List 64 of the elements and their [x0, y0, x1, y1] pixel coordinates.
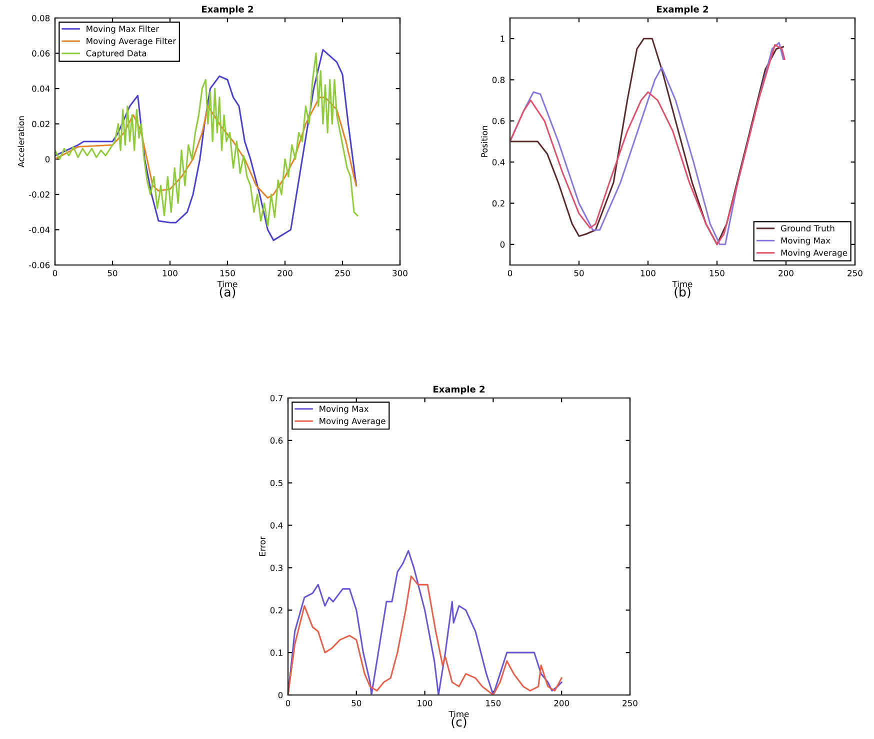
text: (a) [220, 286, 236, 298]
legend-label: Moving Average [781, 249, 848, 258]
line-series [288, 575, 562, 695]
x-tick-label: 100 [640, 270, 656, 276]
x-axis-title: Time [217, 280, 238, 288]
y-tick-label: 0.06 [32, 50, 50, 57]
legend-label: Moving Average Filter [86, 38, 176, 46]
y-tick-label: 1 [500, 36, 504, 42]
y-tick-label: 0.7 [270, 394, 282, 402]
y-tick-label: 0.04 [32, 86, 50, 92]
x-tick-label: 50 [574, 270, 584, 276]
y-tick-label: 0.5 [270, 480, 282, 486]
x-tick-label: 100 [418, 700, 432, 706]
x-tick-label: 150 [486, 700, 501, 706]
x-tick-label: 250 [622, 700, 638, 706]
text: (c) [452, 716, 466, 728]
chart-title: Example 2 [657, 6, 708, 14]
y-tick-label: -0.06 [28, 262, 50, 268]
y-tick-label: -0.04 [28, 226, 50, 233]
x-tick-label: 0 [52, 270, 58, 276]
x-tick-label: 100 [162, 270, 178, 276]
legend-label: Moving Max [781, 237, 830, 246]
line-series [288, 550, 562, 695]
y-axis-title: Position [481, 126, 488, 157]
line-series [55, 96, 358, 199]
chart-title: Example 2 [202, 6, 254, 14]
legend-label: Moving Average [320, 418, 386, 426]
text: (b) [674, 286, 690, 298]
y-tick-label: 0.08 [32, 14, 50, 22]
x-tick-label: 150 [710, 270, 724, 276]
y-tick-label: 0.8 [492, 76, 505, 84]
x-tick-label: 300 [392, 270, 408, 276]
y-tick-label: 0.3 [270, 564, 282, 571]
y-tick-label: 0.2 [270, 607, 282, 614]
legend-label: Ground Truth [780, 224, 834, 232]
y-tick-label: 0.02 [32, 120, 50, 128]
x-axis-title: Time [672, 280, 692, 288]
y-tick-label: 0.4 [270, 522, 283, 529]
y-tick-label: 0 [45, 156, 50, 162]
y-tick-label: 0.4 [492, 159, 505, 166]
x-tick-label: 250 [848, 270, 862, 276]
y-tick-label: 0 [500, 241, 505, 248]
x-tick-label: 200 [554, 700, 569, 706]
y-tick-label: 0 [278, 692, 283, 698]
y-tick-label: 0.6 [492, 118, 505, 124]
x-tick-label: 200 [278, 270, 292, 276]
x-axis-title: Time [448, 710, 469, 718]
x-tick-label: 250 [335, 270, 350, 276]
x-tick-label: 0 [508, 270, 512, 276]
y-tick-label: 0.1 [270, 650, 282, 656]
x-tick-label: 0 [286, 700, 290, 706]
legend-label: Moving Max [320, 406, 369, 414]
y-tick-label: 0.6 [270, 437, 283, 444]
y-tick-label: -0.02 [28, 191, 50, 198]
x-tick-label: 200 [778, 270, 794, 276]
x-tick-label: 150 [220, 270, 235, 276]
x-tick-label: 50 [352, 700, 362, 706]
legend-label: Moving Max Filter [86, 26, 160, 34]
x-tick-label: 50 [108, 270, 118, 276]
chart-title: Example 2 [434, 386, 485, 394]
legend-label: Captured Data [86, 50, 146, 58]
y-axis-title: Error [259, 536, 266, 556]
y-tick-label: 0.2 [492, 200, 504, 207]
y-axis-title: Acceleration [18, 116, 24, 168]
